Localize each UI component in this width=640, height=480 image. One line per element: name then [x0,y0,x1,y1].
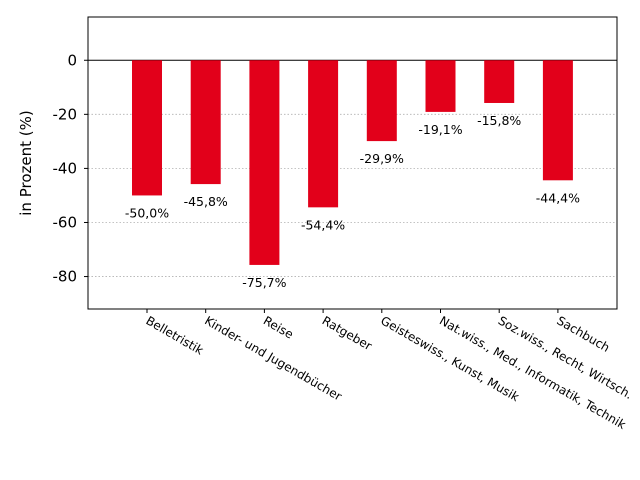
x-tick-label: Ratgeber [320,313,375,353]
y-tick-label: -40 [53,159,78,177]
data-label: -44,4% [536,190,580,205]
y-tick-label: -60 [53,213,78,231]
bar [542,60,573,181]
data-label: -29,9% [360,151,404,166]
bar [308,60,339,208]
bar [484,60,515,103]
data-label: -19,1% [418,122,462,137]
data-label: -45,8% [184,194,228,209]
x-tick-label: Belletristik [144,313,206,357]
data-label: -15,8% [477,113,521,128]
data-labels: -50,0% -45,8% -75,7% -54,4% -29,9% -19,1% -15,… [125,113,580,290]
bar [366,60,397,142]
bar [425,60,456,112]
data-label: -50,0% [125,205,169,220]
data-label: -54,4% [301,217,345,232]
y-axis-title: in Prozent (%) [17,110,35,215]
grid-lines [88,113,617,277]
bar [190,60,221,185]
bar [132,60,162,196]
y-axis-ticks: 0 -20 -40 -60 -80 [53,51,88,286]
x-tick-label: Reise [261,313,296,341]
y-tick-label: 0 [67,51,77,69]
plot-area-frame [87,16,618,310]
y-tick-label: -80 [53,268,78,286]
bars [132,60,573,265]
data-label: -75,7% [242,275,286,290]
y-tick-label: -20 [53,105,78,123]
bar [249,60,280,265]
